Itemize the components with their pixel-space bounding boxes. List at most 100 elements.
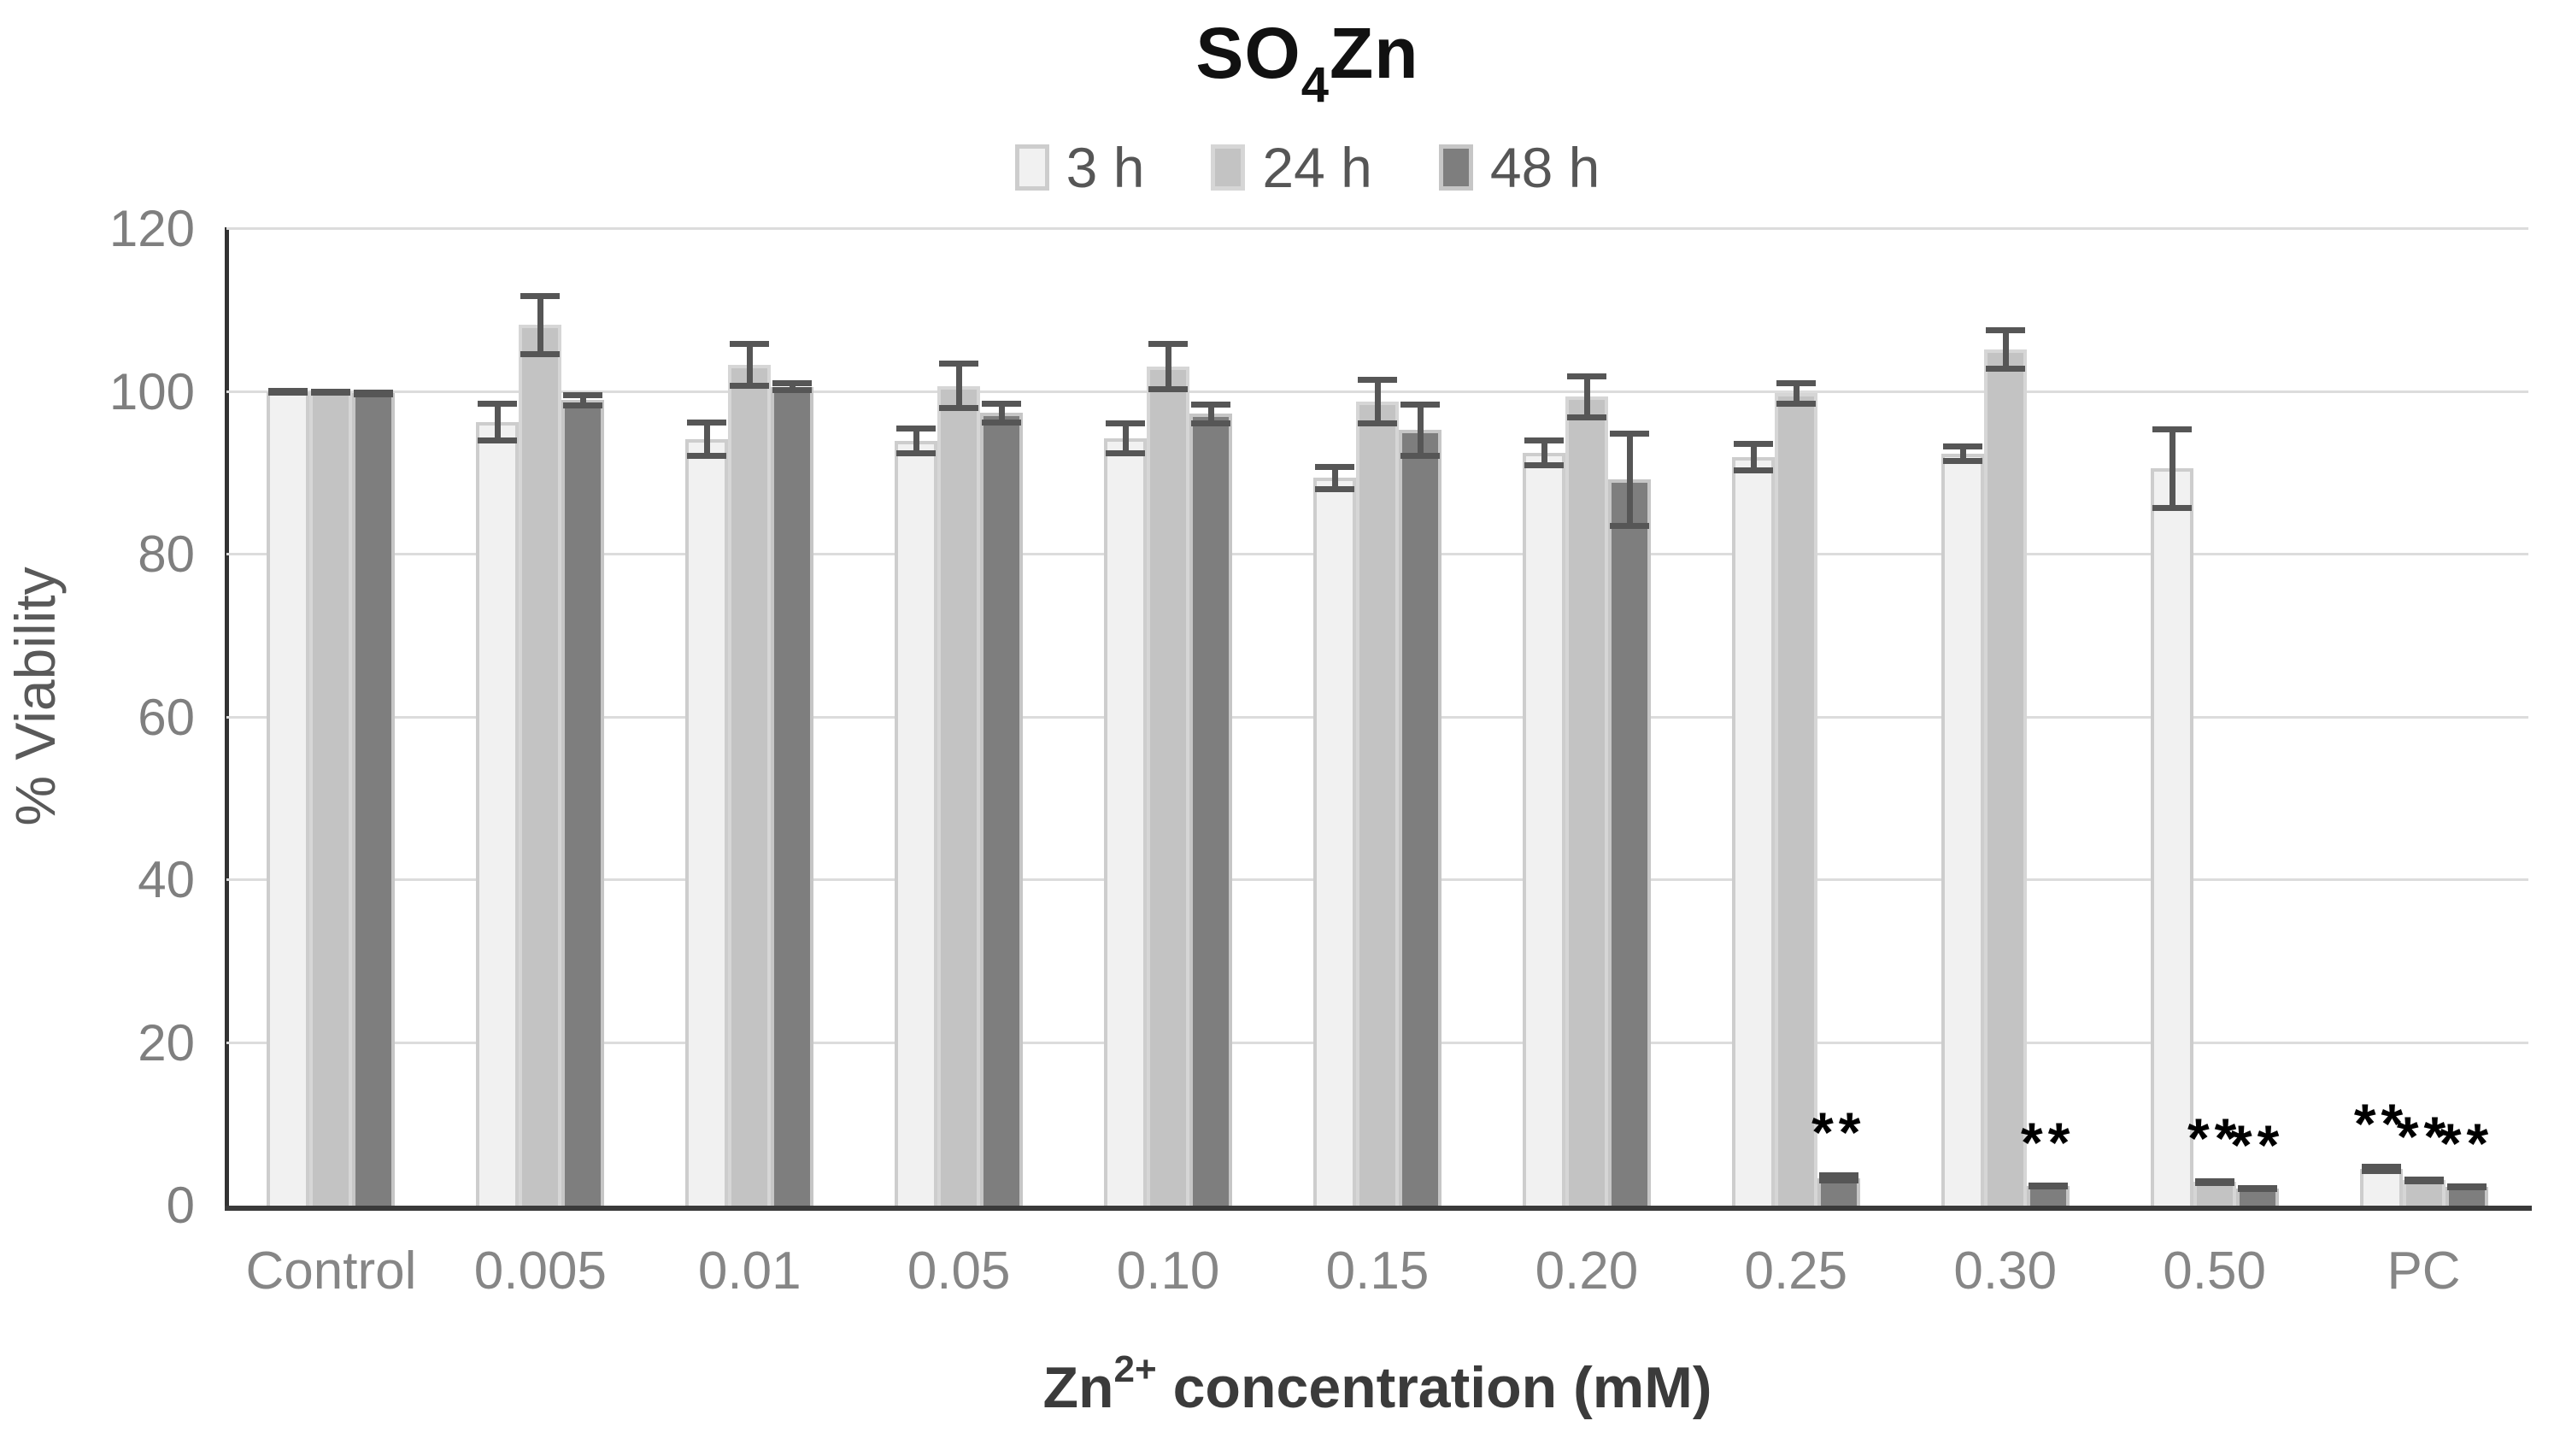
error-bar-24h-0.20 [1566,373,1606,420]
bar-group-0.25: ** [1691,229,1900,1206]
error-bar-24h-0.25 [1776,380,1816,407]
legend-swatch-3h [1014,144,1049,191]
x-tick-label-0.20: 0.20 [1535,1242,1639,1300]
error-bar-48h-0.30 [2028,1183,2068,1190]
significance-marker-24h-PC: ** [2396,1104,2451,1168]
x-tick-label-0.005: 0.005 [473,1242,607,1300]
bar-3h-0.30 [1941,453,1984,1206]
chart-title-suffix: Zn [1330,13,1419,93]
x-tick-label-PC: PC [2387,1242,2461,1300]
bar-group-0.50: ** ** [2110,229,2319,1206]
error-bar-3h-PC [2361,1164,2401,1174]
error-bar-24h-PC [2404,1176,2444,1185]
error-bar-3h-0.50 [2152,426,2192,511]
bar-24h-0.01 [728,365,772,1206]
bar-24h-0.20 [1565,396,1608,1206]
x-tick-label-0.50: 0.50 [2163,1242,2266,1300]
error-bar-24h-0.30 [1985,327,2025,372]
bar-24h-0.25 [1774,393,1817,1206]
bar-group-0.01 [645,229,854,1206]
x-tick-label-0.01: 0.01 [697,1242,801,1300]
error-bar-3h-0.05 [896,425,937,456]
error-bar-48h-PC [2446,1183,2487,1191]
y-tick-label-20: 20 [138,1013,195,1071]
error-bar-24h-0.10 [1148,341,1189,392]
error-bar-3h-0.30 [1942,443,1982,465]
bar-48h-0.005 [561,400,605,1206]
y-tick-label-40: 40 [138,851,195,908]
bar-24h-0.30 [1983,349,2027,1206]
error-bar-3h-0.25 [1733,440,1773,473]
error-bar-24h-0.005 [520,293,561,357]
bar-3h-0.50 [2150,468,2193,1206]
significance-marker-48h-0.25: ** [1811,1100,1866,1164]
y-tick-label-0: 0 [166,1177,195,1234]
x-tick-label-Control: Control [245,1242,417,1300]
bar-group-PC: ** ** ** [2319,229,2528,1206]
legend-label-24h: 24 h [1262,136,1372,199]
bar-48h-0.20 [1607,479,1651,1206]
y-tick-label-60: 60 [138,688,195,746]
error-bar-48h-0.15 [1400,401,1440,459]
significance-marker-48h-0.50: ** [2229,1113,2285,1177]
bar-48h-0.01 [771,386,814,1206]
bar-24h-0.05 [937,385,981,1206]
significance-marker-48h-0.30: ** [2021,1111,2076,1175]
bar-3h-0.01 [685,438,729,1206]
y-axis-line [225,227,229,1211]
x-axis-line [225,1206,2532,1211]
bar-group-0.05 [854,229,1064,1206]
error-bar-3h-0.01 [687,419,727,459]
bar-3h-Control [267,391,310,1206]
bar-group-0.15 [1273,229,1483,1206]
significance-marker-48h-PC: ** [2439,1112,2494,1176]
y-axis-title: % Viability [3,567,67,826]
error-bar-3h-0.005 [478,401,518,443]
chart-title: SO4Zn [453,12,2162,114]
x-axis-title: Zn2+ concentration (mM) [523,1348,2232,1421]
y-tick-label-80: 80 [138,525,195,583]
error-bar-48h-0.005 [563,391,603,408]
x-tick-label-0.05: 0.05 [907,1242,1011,1300]
legend-item-3h: 3 h [1014,135,1145,200]
bar-3h-PC [2359,1169,2403,1206]
error-bar-48h-0.05 [982,401,1022,426]
error-bar-48h-Control [354,389,394,398]
chart-title-prefix: SO [1195,13,1301,93]
bar-3h-0.15 [1312,478,1356,1206]
bar-group-0.10 [1064,229,1273,1206]
legend-item-48h: 48 h [1438,135,1600,200]
legend: 3 h 24 h 48 h [453,135,2162,200]
gridline-120 [226,227,2528,230]
x-tick-label-0.10: 0.10 [1116,1242,1220,1300]
bar-48h-0.10 [1189,414,1233,1206]
bar-group-Control [226,229,436,1206]
error-bar-24h-0.50 [2194,1177,2234,1187]
error-bar-48h-0.01 [772,380,813,394]
bar-24h-0.15 [1355,401,1399,1206]
error-bar-24h-0.15 [1357,377,1397,426]
x-tick-label-0.15: 0.15 [1325,1242,1430,1300]
error-bar-3h-Control [268,387,308,396]
bar-24h-0.10 [1147,366,1190,1206]
error-bar-3h-0.10 [1106,420,1146,456]
x-tick-label-0.30: 0.30 [1953,1242,2058,1300]
error-bar-48h-0.25 [1818,1171,1858,1184]
error-bar-48h-0.20 [1609,431,1649,529]
bar-3h-0.05 [895,440,938,1206]
x-tick-label-0.25: 0.25 [1744,1242,1848,1300]
x-axis-title-superscript: 2+ [1113,1348,1157,1390]
bar-group-0.20 [1482,229,1691,1206]
bar-24h-Control [309,391,353,1206]
bar-48h-0.15 [1398,430,1441,1206]
legend-item-24h: 24 h [1211,135,1372,200]
y-tick-label-120: 120 [109,200,195,257]
plot-area: ** ** ** ** ** ** ** [226,227,2528,1206]
legend-label-3h: 3 h [1066,136,1145,199]
chart-title-subscript: 4 [1301,57,1330,113]
bar-48h-0.05 [980,413,1024,1206]
error-bar-3h-0.15 [1314,464,1354,492]
bar-3h-0.25 [1731,456,1775,1206]
legend-swatch-24h [1211,144,1246,191]
